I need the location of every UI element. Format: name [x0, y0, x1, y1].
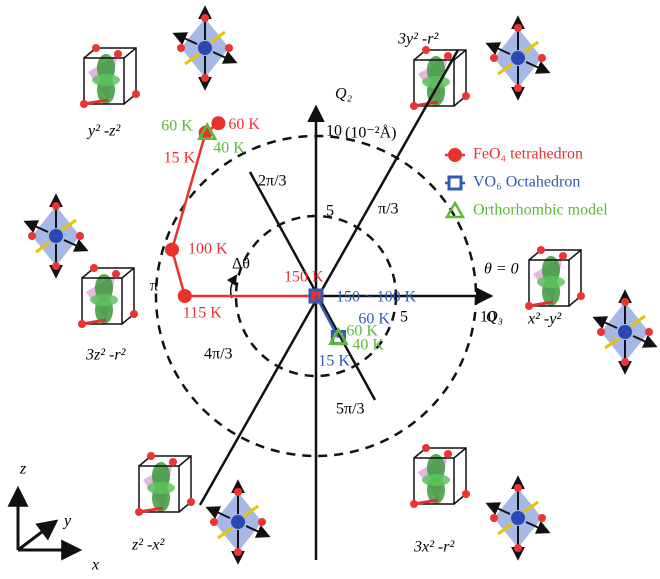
octahedron — [488, 478, 548, 558]
axis-letter: x — [91, 557, 99, 574]
legend-marker — [448, 148, 462, 162]
axis-letter: y — [62, 513, 72, 530]
point-label: 100 K — [188, 240, 228, 257]
orbital-label: 3y² -r² — [397, 31, 439, 48]
point-label: 60 K — [358, 310, 390, 327]
point — [308, 288, 324, 304]
point — [197, 122, 218, 141]
axes — [198, 49, 494, 560]
point-label: 15 K — [164, 149, 196, 166]
grid-circle — [234, 214, 398, 378]
x-axis-label: Q₃ — [486, 309, 503, 326]
legend-marker — [444, 200, 466, 219]
octahedron — [208, 482, 268, 562]
legend-label: Orthorhombic model — [473, 202, 608, 219]
angle-label: θ = 0 — [484, 261, 519, 278]
xyz-axes — [7, 485, 83, 561]
x-tick-label: 10 — [480, 309, 496, 326]
angle-label: 4π/3 — [204, 346, 233, 363]
point-label: 150 ~ 100 K — [336, 289, 417, 306]
point-label: 15 K — [318, 352, 350, 369]
orbital-cube — [523, 244, 587, 312]
y-unit: (10⁻²Å) — [345, 124, 396, 142]
plot: 5 10 5 10 θ = 0 π/3 2π/3 π 4π/3 5π/3 3y² -r² y² -z²… — [19, 31, 608, 574]
legend-label: FeO₄ tetrahedron — [473, 146, 583, 163]
orbital-label: y² -z² — [86, 123, 121, 140]
y-axis-label: Q₂ — [335, 86, 353, 103]
legend-marker — [447, 175, 463, 191]
orbital-label: 3x² -r² — [413, 539, 455, 556]
orbital-cube — [78, 42, 142, 110]
orbital-label: z² -x² — [131, 537, 165, 554]
point-label: 40 K — [213, 139, 245, 156]
angle-label: 5π/3 — [336, 401, 365, 418]
octahedron — [595, 292, 655, 372]
point — [328, 327, 349, 345]
angle-label: 2π/3 — [258, 173, 287, 190]
orbital-label: x² -y² — [527, 311, 562, 328]
point-label: 60 K — [161, 117, 193, 134]
orbital-label: 3z² -r² — [85, 347, 127, 364]
angle-label: π — [150, 278, 158, 295]
y-tick-label: 5 — [326, 203, 334, 220]
point — [177, 289, 192, 303]
point-label: 60 K — [346, 322, 378, 339]
y-tick-label: 10 — [326, 123, 342, 140]
angle-line — [198, 49, 460, 506]
point — [211, 116, 226, 131]
point-label: 150 K — [284, 269, 324, 286]
orbital-cube — [133, 450, 197, 518]
orbital-cube — [408, 442, 472, 510]
angle-line — [248, 171, 377, 401]
octahedron — [175, 8, 235, 88]
orbital-cube — [408, 44, 472, 112]
axis-letter: z — [19, 461, 27, 478]
octahedron — [26, 196, 86, 276]
legend-label: VO₆ Octahedron — [473, 174, 580, 191]
octahedron — [488, 18, 548, 98]
delta-arc — [226, 274, 238, 299]
x-tick-label: 5 — [400, 309, 408, 326]
point-label: 40 K — [352, 336, 384, 353]
point-label: 60 K — [228, 116, 260, 133]
point — [165, 242, 179, 257]
grid-circle — [154, 134, 478, 458]
point-label: 115 K — [183, 305, 222, 322]
angle-label: π/3 — [378, 201, 399, 218]
orbital-cube — [76, 262, 140, 330]
